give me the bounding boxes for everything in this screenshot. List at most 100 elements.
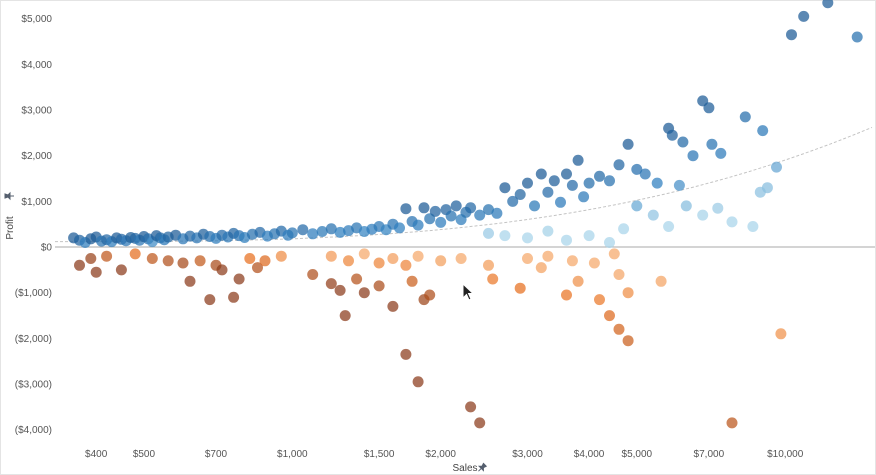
data-point[interactable]	[666, 129, 678, 141]
data-point[interactable]	[851, 31, 863, 43]
data-point[interactable]	[542, 186, 554, 198]
data-point[interactable]	[216, 264, 228, 276]
data-point[interactable]	[400, 259, 412, 271]
data-point[interactable]	[358, 287, 370, 299]
data-point[interactable]	[566, 255, 578, 267]
data-point[interactable]	[706, 138, 718, 150]
data-point[interactable]	[445, 210, 457, 222]
data-point[interactable]	[373, 257, 385, 269]
data-point[interactable]	[739, 111, 751, 123]
data-point[interactable]	[435, 216, 447, 228]
data-point[interactable]	[594, 294, 605, 306]
data-point[interactable]	[339, 310, 351, 322]
data-point[interactable]	[514, 282, 526, 294]
data-point[interactable]	[373, 280, 385, 292]
data-point[interactable]	[703, 102, 715, 114]
data-point[interactable]	[325, 223, 337, 235]
data-point[interactable]	[450, 200, 462, 212]
data-point[interactable]	[548, 175, 560, 187]
y-axis-title-group[interactable]: Profit	[4, 191, 16, 240]
data-point[interactable]	[572, 275, 584, 287]
data-point[interactable]	[622, 335, 634, 347]
data-point[interactable]	[604, 310, 615, 322]
data-point[interactable]	[204, 294, 216, 306]
data-point[interactable]	[677, 136, 689, 148]
data-point[interactable]	[194, 255, 206, 267]
data-point[interactable]	[561, 168, 572, 180]
data-point[interactable]	[129, 248, 141, 260]
data-point[interactable]	[424, 289, 436, 301]
data-point[interactable]	[775, 328, 787, 340]
data-point[interactable]	[474, 417, 486, 429]
data-point[interactable]	[307, 228, 319, 240]
data-point[interactable]	[747, 221, 759, 232]
data-point[interactable]	[316, 226, 328, 237]
data-point[interactable]	[604, 237, 615, 248]
data-point[interactable]	[286, 227, 298, 239]
data-point[interactable]	[514, 189, 526, 200]
data-point[interactable]	[529, 200, 540, 212]
data-point[interactable]	[555, 196, 566, 208]
data-point[interactable]	[604, 175, 615, 187]
data-point[interactable]	[631, 200, 643, 212]
data-point[interactable]	[487, 273, 499, 285]
data-point[interactable]	[351, 273, 363, 285]
data-point[interactable]	[233, 273, 245, 285]
data-point[interactable]	[483, 259, 494, 271]
data-point[interactable]	[622, 138, 634, 150]
data-point[interactable]	[162, 255, 174, 267]
data-point[interactable]	[244, 253, 256, 264]
data-point[interactable]	[325, 278, 337, 290]
data-point[interactable]	[387, 253, 399, 264]
y-axis-title[interactable]: Profit	[5, 216, 16, 240]
data-point[interactable]	[631, 163, 643, 175]
data-point[interactable]	[343, 255, 354, 267]
x-axis-title-group[interactable]: Sales	[452, 462, 488, 474]
data-point[interactable]	[412, 376, 424, 388]
data-point[interactable]	[455, 253, 467, 264]
data-point[interactable]	[177, 257, 189, 269]
data-point[interactable]	[483, 227, 494, 239]
data-point[interactable]	[639, 168, 651, 180]
data-point[interactable]	[697, 209, 709, 221]
data-point[interactable]	[663, 221, 675, 232]
data-point[interactable]	[334, 284, 346, 296]
data-point[interactable]	[259, 255, 271, 267]
data-point[interactable]	[358, 248, 370, 260]
data-point[interactable]	[394, 222, 405, 234]
data-point[interactable]	[387, 300, 399, 312]
data-point[interactable]	[822, 0, 834, 9]
pin-icon[interactable]	[4, 191, 14, 201]
data-point[interactable]	[522, 177, 533, 189]
data-point[interactable]	[535, 262, 547, 274]
data-point[interactable]	[101, 250, 113, 262]
data-point[interactable]	[613, 323, 625, 335]
data-point[interactable]	[499, 182, 511, 194]
data-point[interactable]	[622, 287, 634, 299]
data-point[interactable]	[786, 29, 797, 41]
data-point[interactable]	[726, 216, 738, 228]
data-point[interactable]	[522, 253, 533, 264]
data-point[interactable]	[507, 195, 519, 207]
data-point[interactable]	[613, 269, 625, 280]
data-point[interactable]	[798, 10, 810, 22]
data-point[interactable]	[757, 125, 769, 137]
data-point[interactable]	[465, 202, 477, 214]
data-point[interactable]	[715, 147, 727, 159]
data-point[interactable]	[334, 226, 346, 238]
data-point[interactable]	[429, 205, 441, 217]
data-point[interactable]	[673, 179, 685, 191]
data-point[interactable]	[499, 230, 511, 242]
pin-icon[interactable]	[476, 462, 488, 474]
data-point[interactable]	[647, 209, 659, 221]
data-point[interactable]	[754, 186, 766, 198]
data-point[interactable]	[726, 417, 738, 429]
data-point[interactable]	[680, 200, 692, 212]
data-point[interactable]	[412, 219, 424, 231]
data-point[interactable]	[712, 202, 724, 214]
data-point[interactable]	[307, 269, 319, 280]
data-point[interactable]	[578, 191, 590, 203]
data-point[interactable]	[588, 257, 600, 269]
data-point[interactable]	[412, 250, 424, 262]
